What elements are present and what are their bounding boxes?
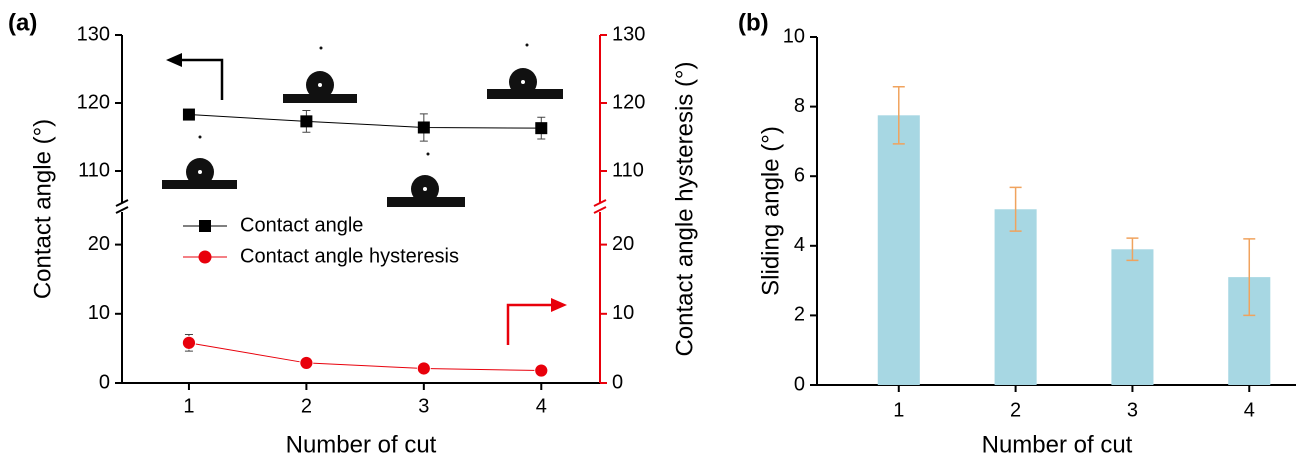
y-tick-label: 4 bbox=[794, 234, 805, 256]
error-bar bbox=[1126, 237, 1139, 262]
y-tick-label: 8 bbox=[794, 95, 805, 117]
y-tick-label: 2 bbox=[794, 304, 805, 326]
marker bbox=[299, 356, 314, 370]
axis-break bbox=[593, 199, 607, 207]
y2-tick-label: 110 bbox=[612, 159, 644, 181]
x-tick-label: 4 bbox=[536, 395, 547, 417]
series-line bbox=[188, 342, 542, 372]
error-bar bbox=[1009, 186, 1022, 232]
x-axis-title: Number of cut bbox=[286, 431, 437, 458]
y-tick-label: 10 bbox=[783, 25, 805, 47]
marker bbox=[300, 115, 313, 128]
y-tick-label: 10 bbox=[88, 302, 110, 324]
y-tick-label: 6 bbox=[794, 164, 805, 186]
droplet-images bbox=[162, 43, 563, 207]
error-bar bbox=[1243, 238, 1256, 317]
y2-tick-label: 120 bbox=[612, 91, 645, 113]
legend-marker bbox=[199, 220, 211, 232]
y-tick-label: 0 bbox=[794, 373, 805, 395]
x-tick-label: 2 bbox=[301, 395, 312, 417]
y-tick-label: 120 bbox=[77, 91, 110, 113]
legend-label: Contact angle bbox=[240, 214, 363, 236]
x-tick-label: 2 bbox=[1010, 399, 1021, 421]
marker bbox=[417, 121, 430, 134]
x-tick-label: 1 bbox=[893, 399, 904, 421]
marker bbox=[534, 363, 549, 378]
axis-break bbox=[115, 206, 129, 214]
bar bbox=[877, 115, 920, 386]
bar bbox=[1111, 249, 1154, 385]
legend-label: Contact angle hysteresis bbox=[240, 245, 459, 267]
x-tick-label: 3 bbox=[418, 395, 429, 417]
x-tick-label: 3 bbox=[1127, 399, 1138, 421]
y2-tick-label: 0 bbox=[612, 371, 623, 393]
marker bbox=[416, 361, 431, 376]
axis-break bbox=[593, 206, 607, 214]
panel-label: (b) bbox=[738, 9, 769, 36]
y-tick-label: 130 bbox=[77, 23, 110, 45]
y2-tick-label: 20 bbox=[612, 233, 634, 255]
y-axis-title: Sliding angle (°) bbox=[757, 126, 784, 296]
x-tick-label: 1 bbox=[183, 395, 194, 417]
error-bar bbox=[892, 86, 905, 145]
x-tick-label: 4 bbox=[1244, 399, 1255, 421]
y2-tick-label: 10 bbox=[612, 302, 634, 324]
y-tick-label: 20 bbox=[88, 233, 110, 255]
marker bbox=[182, 108, 195, 121]
y-axis-title: Contact angle (°) bbox=[29, 119, 56, 299]
y-tick-label: 110 bbox=[78, 159, 110, 181]
bar bbox=[994, 209, 1037, 385]
y-tick-label: 0 bbox=[99, 371, 110, 393]
axis-arrow bbox=[506, 298, 567, 345]
y2-axis-title: Contact angle hysteresis (°) bbox=[671, 61, 698, 356]
y2-tick-label: 130 bbox=[612, 23, 645, 45]
legend-marker bbox=[198, 250, 212, 264]
axis-arrow bbox=[166, 53, 224, 100]
series-line bbox=[188, 114, 542, 129]
marker bbox=[535, 122, 548, 135]
panel-label: (a) bbox=[8, 9, 37, 36]
x-axis-title: Number of cut bbox=[982, 431, 1133, 458]
marker bbox=[182, 335, 196, 350]
axis-break bbox=[115, 199, 129, 207]
